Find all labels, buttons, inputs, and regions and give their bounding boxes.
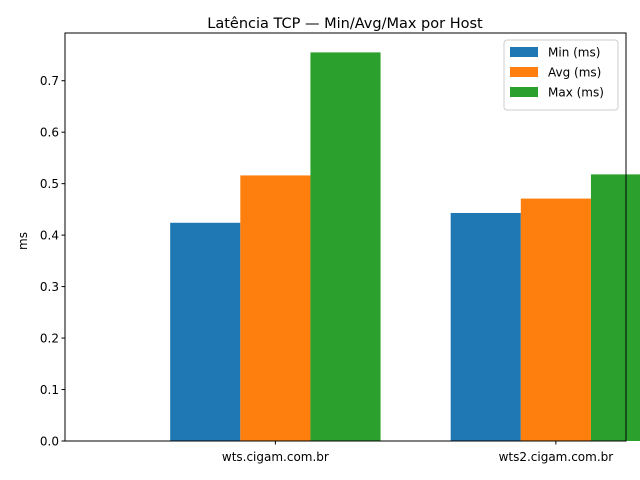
legend-label-2: Max (ms) [548, 86, 604, 100]
legend-label-0: Min (ms) [548, 46, 600, 60]
bar-avg-ms-0 [240, 175, 311, 442]
legend-swatch-1 [510, 67, 538, 77]
bar-avg-ms-1 [520, 198, 591, 441]
bar-max-ms-1 [590, 174, 640, 441]
y-tick-label: 0.1 [40, 383, 59, 397]
bar-max-ms-0 [310, 52, 381, 442]
axes-layer: 0.0 0.1 0.2 0.3 0.4 0.5 0.6 0.7 wts.cigam.com.br… [40, 32, 627, 464]
chart-title: Latência TCP — Min/Avg/Max por Host [207, 16, 483, 32]
axes-frame [64, 32, 627, 442]
legend: Min (ms) Avg (ms) Max (ms) [503, 39, 619, 111]
x-tick-label: wts.cigam.com.br [222, 450, 329, 464]
legend-label-1: Avg (ms) [548, 66, 601, 80]
y-tick-label: 0.2 [40, 332, 59, 346]
y-tick-label: 0.0 [40, 435, 59, 449]
y-tick-label: 0.4 [40, 229, 59, 243]
y-tick-label: 0.3 [40, 280, 59, 294]
bars-layer [170, 52, 640, 442]
y-axis-label: ms [16, 232, 30, 250]
y-tick-label: 0.5 [40, 177, 59, 191]
bar-min-ms-0 [170, 222, 241, 441]
legend-swatch-2 [510, 87, 538, 97]
bar-min-ms-1 [450, 212, 521, 441]
y-tick-label: 0.6 [40, 126, 59, 140]
y-tick-label: 0.7 [40, 74, 59, 88]
legend-swatch-0 [510, 47, 538, 57]
x-tick-label: wts2.cigam.com.br [499, 450, 614, 464]
